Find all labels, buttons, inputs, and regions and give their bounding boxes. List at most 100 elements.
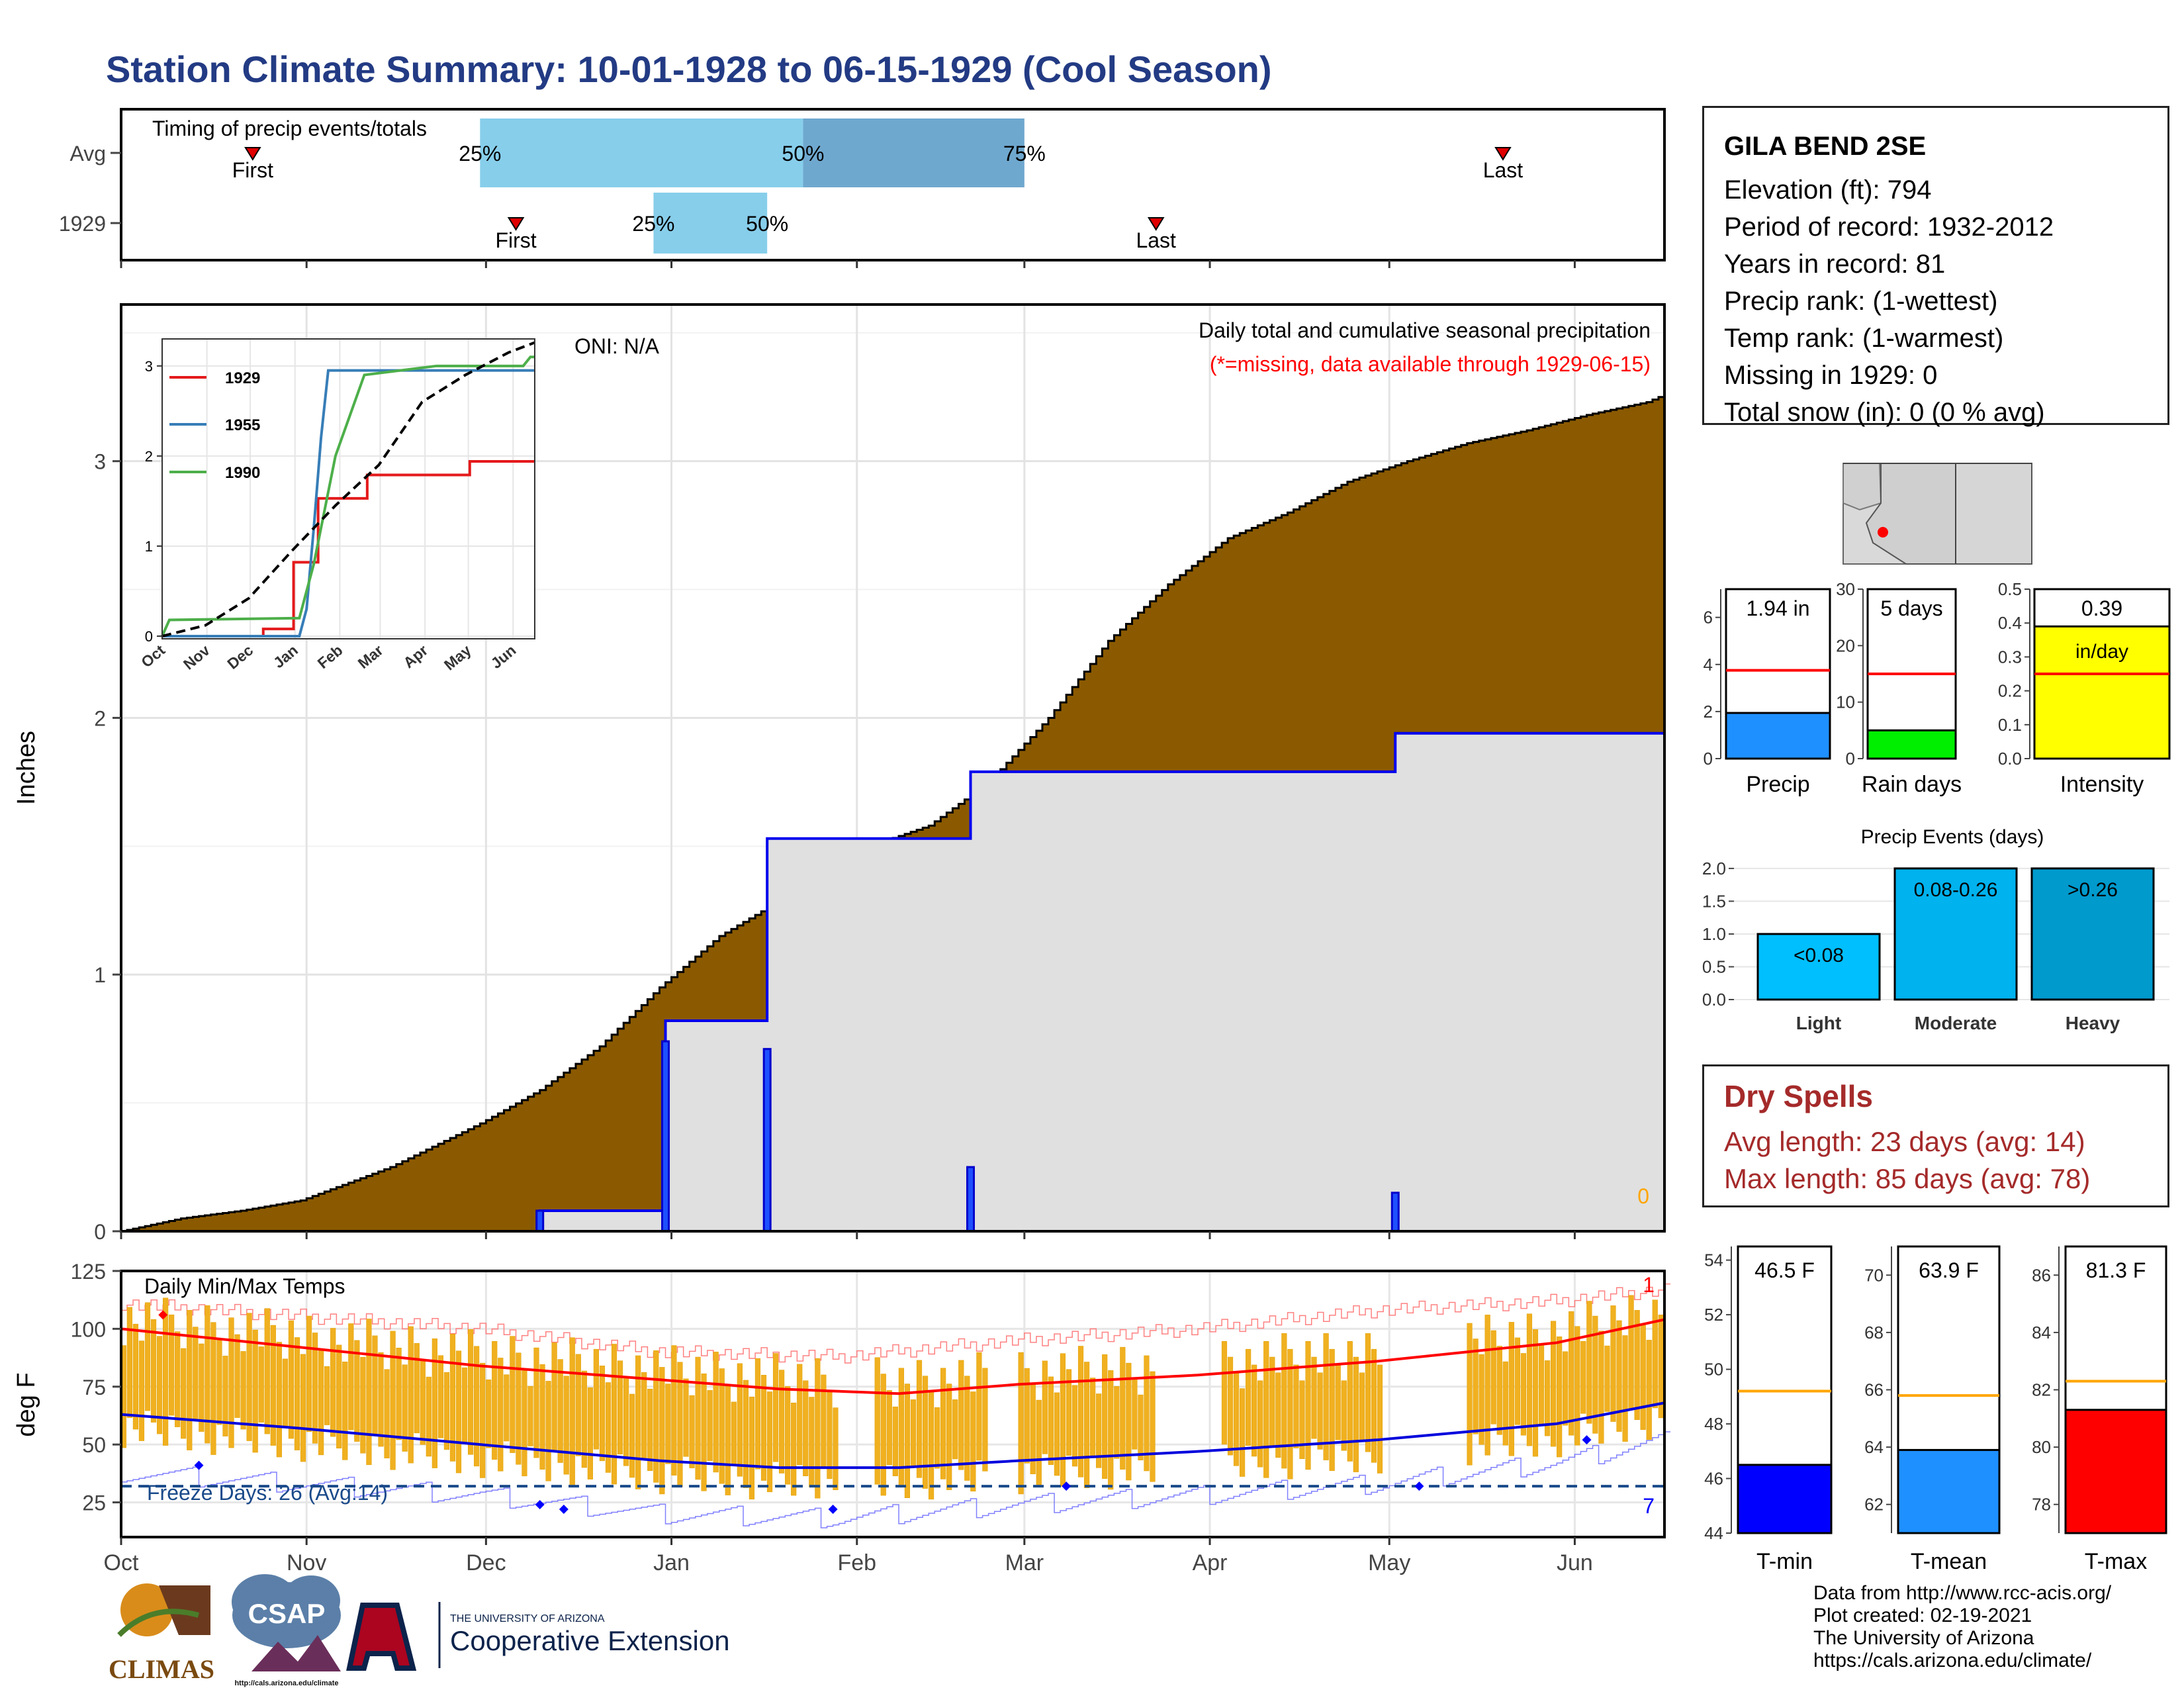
daily-precip-bar: [966, 1166, 976, 1233]
daily-temp-bar: [970, 1391, 976, 1492]
daily-temp-bar: [175, 1331, 181, 1427]
daily-temp-bar: [1646, 1340, 1652, 1440]
daily-temp-bar: [1580, 1340, 1586, 1414]
daily-temp-bar: [982, 1368, 988, 1472]
daily-temp-bar: [1150, 1371, 1156, 1482]
daily-temp-bar: [1365, 1333, 1371, 1452]
footer-line: Data from http://www.rcc-acis.org/: [1813, 1582, 2112, 1604]
temp-summary-y-tick-label: 84: [2032, 1323, 2051, 1342]
precip-summary-y-tick-label: 30: [1836, 579, 1855, 599]
daily-temp-bar: [1096, 1393, 1102, 1468]
location-map: [1843, 463, 2032, 565]
daily-temp-bar: [910, 1399, 917, 1468]
daily-temp-bar: [199, 1343, 205, 1432]
precip-summary-y-tick-label: 20: [1836, 635, 1855, 655]
daily-temp-bar: [1083, 1362, 1090, 1488]
daily-temp-bar: [605, 1382, 612, 1473]
temp-summary-y-tick-label: 66: [1864, 1380, 1884, 1400]
temp-y-tick-label: 25: [82, 1491, 106, 1515]
timing-row-label: 1929: [59, 212, 106, 236]
daily-temp-bar: [1077, 1346, 1084, 1477]
footer-line: https://cals.arizona.edu/climate/: [1813, 1650, 2092, 1671]
logos: CLIMAS CSAP http://cals.arizona.edu/clim…: [109, 1574, 730, 1687]
month-label: Mar: [1005, 1550, 1044, 1575]
daily-temp-bar: [557, 1359, 563, 1463]
daily-temp-bar: [396, 1348, 402, 1440]
daily-temp-bar: [1299, 1380, 1305, 1459]
daily-temp-bar: [671, 1345, 677, 1476]
daily-precip-bar: [1390, 1192, 1400, 1233]
daily-temp-bar: [785, 1386, 791, 1485]
daily-temp-bar: [791, 1403, 797, 1496]
precip-summary-bar: [1866, 729, 1957, 760]
timing-box-50-75: [803, 118, 1024, 187]
precip-title: Daily total and cumulative seasonal prec…: [1199, 318, 1651, 342]
daily-temp-bar: [1257, 1380, 1263, 1468]
daily-temp-bar: [1371, 1348, 1377, 1463]
precip-summary-bar: [2033, 625, 2171, 760]
inset-series-1990: [161, 355, 535, 637]
daily-temp-bar: [1227, 1356, 1234, 1456]
temp-summary-y-tick-label: 46: [1704, 1469, 1723, 1489]
timing-row-label: Avg: [69, 142, 106, 165]
inset-y-tick-label: 1: [145, 538, 153, 555]
daily-temp-bar: [1479, 1354, 1484, 1445]
daily-temp-bar: [474, 1346, 480, 1467]
daily-temp-bar: [516, 1352, 522, 1465]
temp-summary-bar: [2064, 1409, 2167, 1534]
daily-temp-bar: [252, 1329, 258, 1453]
station-info-panel: GILA BEND 2SE Elevation (ft): 794 Period…: [1702, 106, 2169, 427]
daily-temp-bar: [659, 1367, 665, 1495]
daily-temp-bar: [210, 1322, 216, 1455]
daily-temp-bar: [455, 1350, 462, 1474]
daily-temp-bar: [1275, 1372, 1281, 1458]
temp-summary-bar: [1897, 1448, 2001, 1534]
daily-temp-bar: [138, 1340, 145, 1441]
temp-summary-bar: [1737, 1464, 1833, 1534]
daily-temp-bar: [958, 1360, 964, 1470]
daily-temp-bar: [414, 1343, 420, 1434]
events-category: Heavy: [2066, 1013, 2120, 1033]
daily-temp-bar: [695, 1356, 701, 1480]
daily-temp-bar: [827, 1391, 833, 1479]
daily-temp-bar: [246, 1313, 252, 1441]
daily-temp-bar: [1551, 1321, 1557, 1447]
events-bar: [2030, 867, 2155, 1001]
daily-temp-bar: [486, 1380, 492, 1448]
daily-temp-bar: [1508, 1322, 1514, 1456]
dry-spells-heading: Dry Spells: [1724, 1079, 1873, 1113]
daily-temp-bar: [707, 1390, 713, 1461]
timing-title: Timing of precip events/totals: [152, 117, 427, 140]
daily-temp-bar: [1060, 1353, 1066, 1487]
daily-temp-bar: [551, 1342, 557, 1452]
ua-cooperative-extension: Cooperative Extension: [450, 1625, 730, 1656]
daily-temp-bar: [510, 1336, 516, 1453]
daily-temp-bar: [408, 1326, 414, 1464]
events-bar-label: >0.26: [2068, 879, 2118, 901]
timing-last-label: Last: [1136, 228, 1176, 252]
temp-summary-y-tick-label: 68: [1864, 1323, 1884, 1342]
csap-wordmark: CSAP: [248, 1598, 326, 1629]
daily-temp-bar: [904, 1383, 911, 1498]
daily-temp-bar: [312, 1333, 318, 1444]
temp-summary-y-tick-label: 78: [2032, 1495, 2051, 1515]
temp-summary-y-tick-label: 50: [1704, 1360, 1723, 1380]
daily-temp-bar: [258, 1346, 264, 1423]
daily-temp-bar: [1233, 1372, 1240, 1466]
daily-temp-bar: [1305, 1341, 1311, 1470]
daily-temp-bar: [833, 1407, 839, 1490]
daily-temp-bar: [766, 1391, 773, 1493]
temp-summary-y-tick-label: 48: [1704, 1414, 1723, 1434]
daily-temp-bar: [719, 1368, 725, 1484]
daily-temp-bar: [449, 1334, 456, 1462]
daily-temp-bar: [874, 1357, 880, 1485]
daily-temp-bar: [480, 1362, 486, 1478]
daily-temp-bar: [1634, 1310, 1640, 1421]
timing-first-marker: [244, 147, 261, 161]
temp-summary-y-tick-label: 86: [2032, 1265, 2051, 1285]
record-day-marker: [158, 1310, 168, 1320]
temp-summary-y-tick-label: 44: [1704, 1523, 1723, 1543]
precip-events-chart: Precip Events (days) <0.08 Light 0.08-0.26 M…: [1702, 826, 2169, 1033]
record-day-marker: [535, 1500, 545, 1510]
daily-temp-bar: [1329, 1348, 1335, 1472]
